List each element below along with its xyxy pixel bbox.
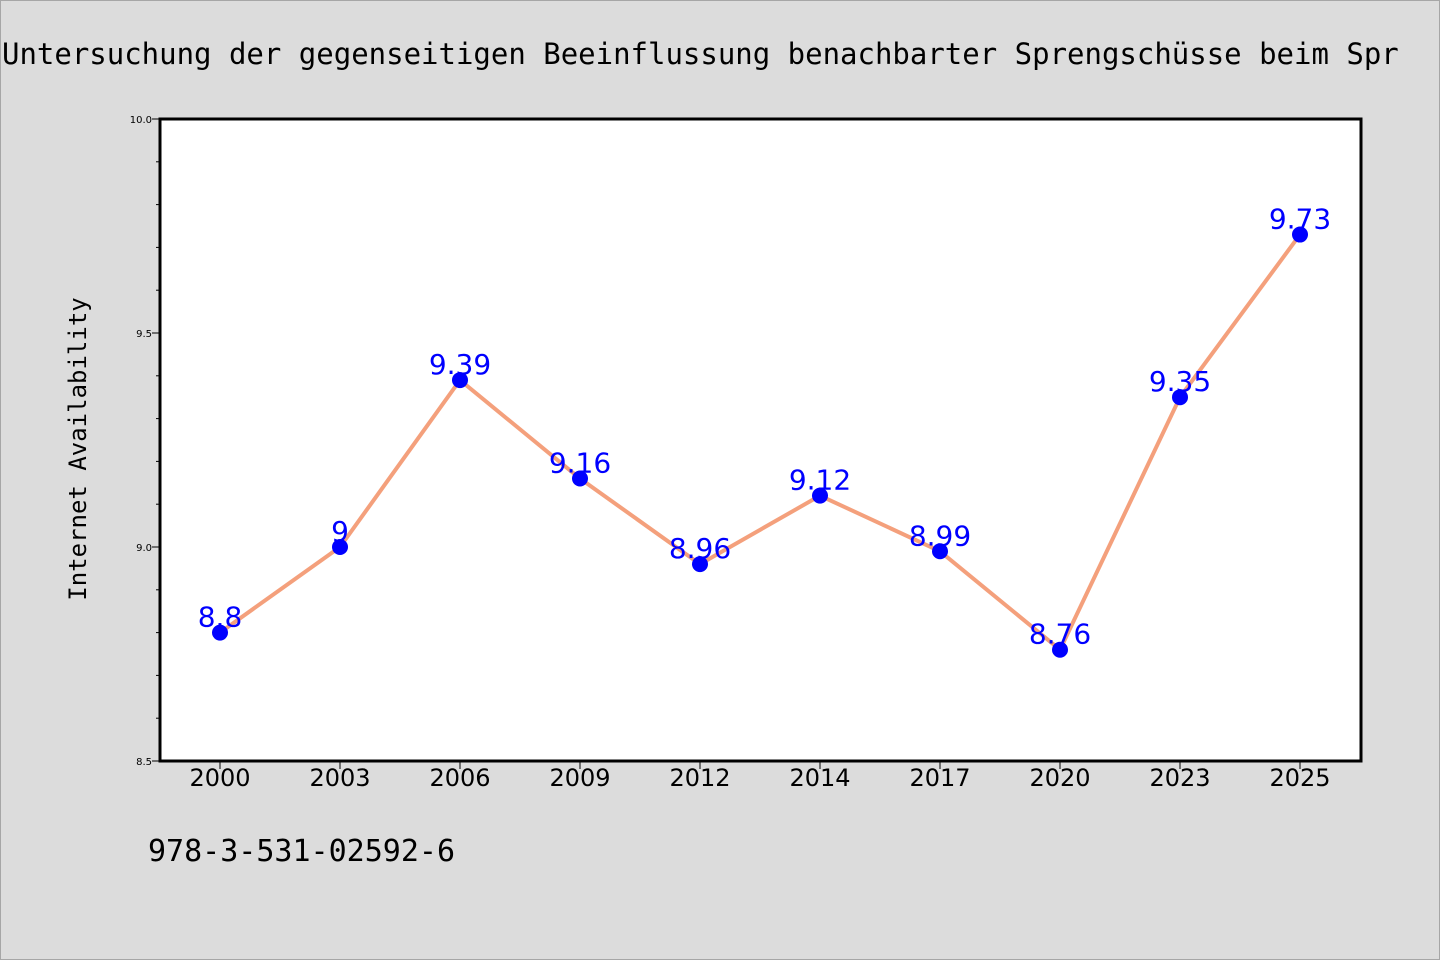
y-axis: 8.5 9.0 9.5 10.0	[130, 115, 160, 768]
data-point	[452, 372, 468, 389]
series-line	[218, 232, 1302, 652]
data-point	[812, 487, 828, 504]
series-internet-availability: 8.8 9 9.39 9.16 8.96 9.12 8.99 8.76 9.35 9.73	[198, 203, 1331, 658]
data-label: 8.99	[909, 519, 971, 552]
x-tick-label: 2000	[189, 764, 250, 792]
data-point	[1172, 389, 1188, 406]
data-label: 8.76	[1029, 618, 1091, 651]
x-tick-label: 2017	[909, 764, 970, 792]
x-tick-label: 2023	[1149, 764, 1210, 792]
chart-title: Untersuchung der gegenseitigen Beeinflus…	[2, 37, 1399, 71]
y-tick-label: 9.0	[136, 543, 152, 554]
x-tick-label: 2009	[549, 764, 610, 792]
x-tick-label: 2006	[429, 764, 490, 792]
x-tick-label: 2012	[669, 764, 730, 792]
data-label: 8.8	[198, 601, 243, 634]
x-axis: 2000 2003 2006 2009 2012 2014 2017 2020 2023 2025	[189, 761, 1331, 792]
y-tick-label: 9.5	[136, 329, 152, 340]
data-point	[1292, 226, 1308, 243]
data-label: 9.16	[549, 447, 611, 480]
data-point	[1052, 641, 1068, 658]
data-label: 9.39	[429, 348, 491, 381]
y-tick-label: 10.0	[130, 115, 152, 126]
x-tick-label: 2025	[1269, 764, 1330, 792]
data-label: 8.96	[669, 532, 731, 565]
data-label: 9.12	[789, 464, 851, 497]
y-tick-label: 8.5	[136, 757, 152, 768]
y-axis-label: Internet Availability	[64, 297, 92, 600]
x-tick-label: 2003	[309, 764, 370, 792]
data-label: 9.35	[1149, 365, 1211, 398]
data-point	[692, 556, 708, 573]
data-point	[332, 539, 348, 555]
isbn-label: 978-3-531-02592-6	[148, 834, 456, 869]
data-point	[212, 624, 228, 641]
data-point	[572, 470, 588, 487]
x-tick-label: 2020	[1029, 764, 1090, 792]
x-tick-label: 2014	[789, 764, 850, 792]
data-label: 9.73	[1269, 203, 1331, 236]
data-label: 9	[331, 515, 349, 548]
data-point	[932, 543, 948, 560]
plot-area	[158, 117, 1363, 763]
